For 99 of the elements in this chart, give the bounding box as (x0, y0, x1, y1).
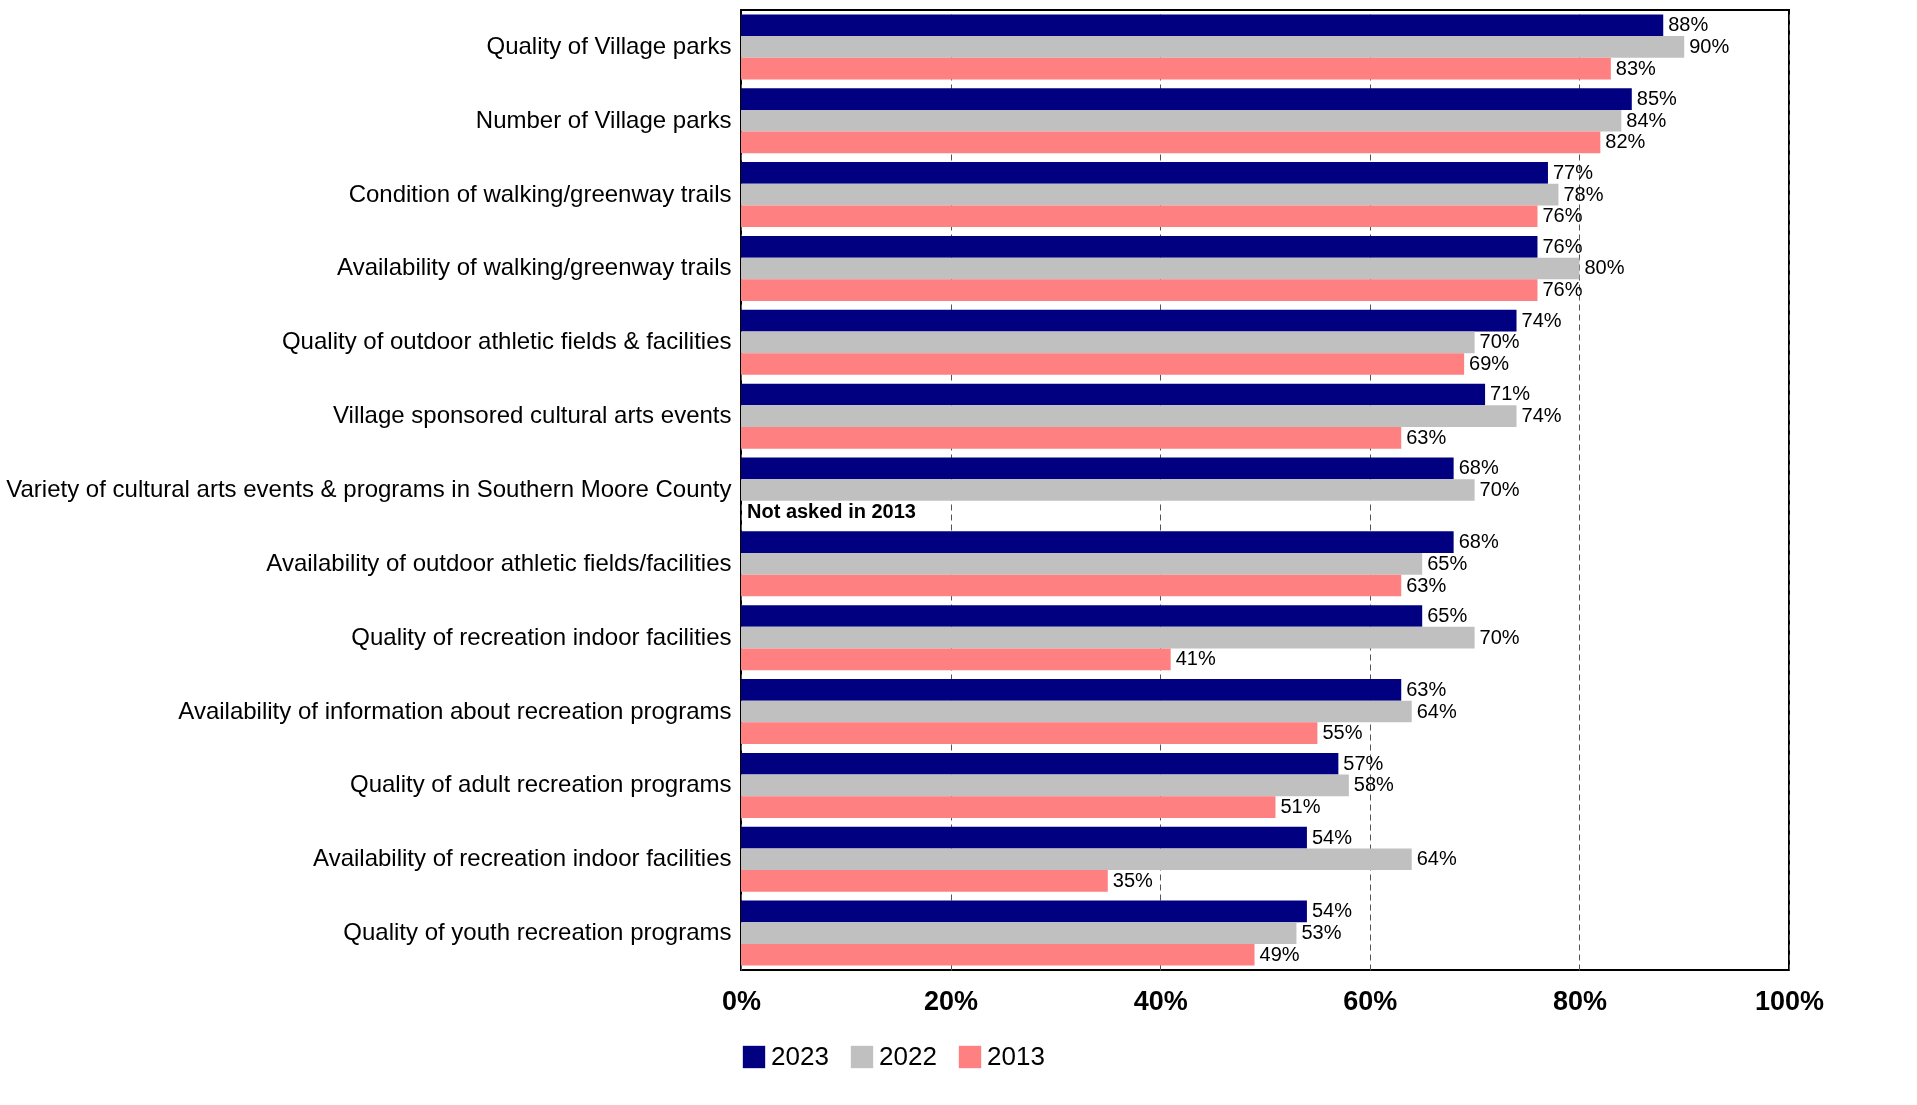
legend-label: 2013 (987, 1041, 1045, 1071)
x-tick-label: 0% (721, 985, 762, 1016)
bar (741, 36, 1685, 58)
bar (741, 309, 1517, 332)
data-label: 54% (1311, 899, 1353, 922)
data-label: 57% (1343, 751, 1384, 774)
x-tick-label: 40% (1133, 985, 1188, 1016)
data-label: 82% (1605, 130, 1646, 153)
data-label: 55% (1322, 721, 1363, 744)
data-label: 80% (1584, 256, 1625, 279)
bar (741, 353, 1465, 375)
legend-label: 2023 (771, 1041, 829, 1071)
bar (741, 14, 1664, 37)
data-label: 84% (1626, 108, 1667, 131)
y-tick-label: Quality of recreation indoor facilities (351, 622, 732, 650)
data-label: 76% (1542, 234, 1583, 257)
bar (741, 457, 1454, 480)
x-tick-label: 100% (1754, 985, 1825, 1016)
bar (741, 574, 1402, 597)
data-label: 64% (1416, 847, 1457, 870)
bar (741, 848, 1412, 871)
data-label: 76% (1542, 278, 1583, 301)
y-tick-label: Village sponsored cultural arts events (333, 401, 732, 429)
y-tick-label: Variety of cultural arts events & programs in Southern Moore County (6, 475, 732, 502)
data-label: 51% (1280, 795, 1321, 818)
y-tick-label: Availability of outdoor athletic fields/facilities (266, 548, 732, 576)
data-label: 58% (1353, 773, 1395, 796)
bar (741, 162, 1548, 184)
bar (741, 922, 1297, 944)
data-label: 74% (1521, 308, 1562, 331)
data-label: 54% (1311, 825, 1353, 848)
bar (741, 722, 1318, 745)
data-label: 65% (1427, 551, 1468, 574)
bar (741, 109, 1622, 132)
y-tick-label: Quality of Village parks (486, 31, 732, 59)
bar (741, 900, 1307, 923)
bar (741, 405, 1517, 427)
data-label: 70% (1479, 625, 1520, 648)
bar (741, 605, 1423, 627)
bar (741, 796, 1276, 818)
data-label: 64% (1416, 699, 1457, 722)
bar (741, 679, 1402, 701)
data-label: 65% (1427, 604, 1468, 627)
data-label: 71% (1490, 382, 1531, 405)
data-label: 49% (1259, 942, 1300, 965)
data-label: 69% (1469, 351, 1510, 374)
data-label: 78% (1563, 182, 1604, 205)
bar (741, 235, 1538, 258)
bar (741, 752, 1339, 775)
y-tick-label: Availability of walking/greenway trails (337, 253, 732, 281)
data-label: 83% (1615, 56, 1657, 79)
y-tick-label: Quality of youth recreation programs (343, 918, 732, 946)
data-label: 74% (1521, 404, 1562, 427)
bar (741, 626, 1475, 649)
bar (741, 943, 1255, 966)
data-label: 63% (1406, 573, 1447, 596)
data-label: 41% (1175, 647, 1216, 670)
bar (741, 870, 1108, 892)
bar (741, 205, 1538, 228)
y-tick-label: Number of Village parks (475, 105, 732, 133)
bar (741, 826, 1307, 849)
data-label: 76% (1542, 204, 1583, 227)
bar (741, 88, 1632, 110)
data-label: 68% (1458, 456, 1499, 479)
data-label: 88% (1668, 13, 1709, 36)
bar (741, 331, 1475, 354)
bar (741, 531, 1454, 554)
bar (741, 774, 1349, 797)
y-tick-label: Quality of outdoor athletic fields & facilities (281, 327, 732, 355)
data-label: 35% (1112, 868, 1154, 891)
y-tick-label: Condition of walking/greenway trails (348, 179, 732, 207)
bar (741, 57, 1611, 80)
bar (741, 479, 1475, 501)
data-label: 68% (1458, 530, 1499, 553)
data-label: 90% (1689, 34, 1730, 57)
y-tick-label: Availability of recreation indoor facilities (313, 844, 732, 872)
bar (741, 426, 1402, 449)
y-tick-label: Quality of adult recreation programs (349, 770, 732, 798)
annotation: Not asked in 2013 (747, 499, 916, 522)
bar (741, 131, 1601, 154)
data-label: 77% (1552, 160, 1594, 183)
bar (741, 648, 1171, 671)
x-tick-label: 60% (1343, 985, 1398, 1016)
data-label: 53% (1301, 921, 1342, 944)
bar (741, 553, 1423, 575)
bar (741, 383, 1486, 406)
bar (741, 279, 1538, 301)
data-label: 70% (1479, 478, 1520, 500)
bar (741, 183, 1559, 206)
x-tick-label: 20% (924, 985, 979, 1016)
y-tick-label: Availability of information about recreation programs (178, 696, 732, 724)
x-tick-label: 80% (1552, 985, 1607, 1016)
data-label: 63% (1406, 677, 1447, 700)
legend-label: 2022 (879, 1041, 937, 1071)
data-label: 70% (1479, 330, 1520, 353)
data-label: 63% (1406, 425, 1447, 448)
bar (741, 257, 1580, 280)
bar (741, 700, 1412, 723)
data-label: 85% (1636, 87, 1678, 110)
